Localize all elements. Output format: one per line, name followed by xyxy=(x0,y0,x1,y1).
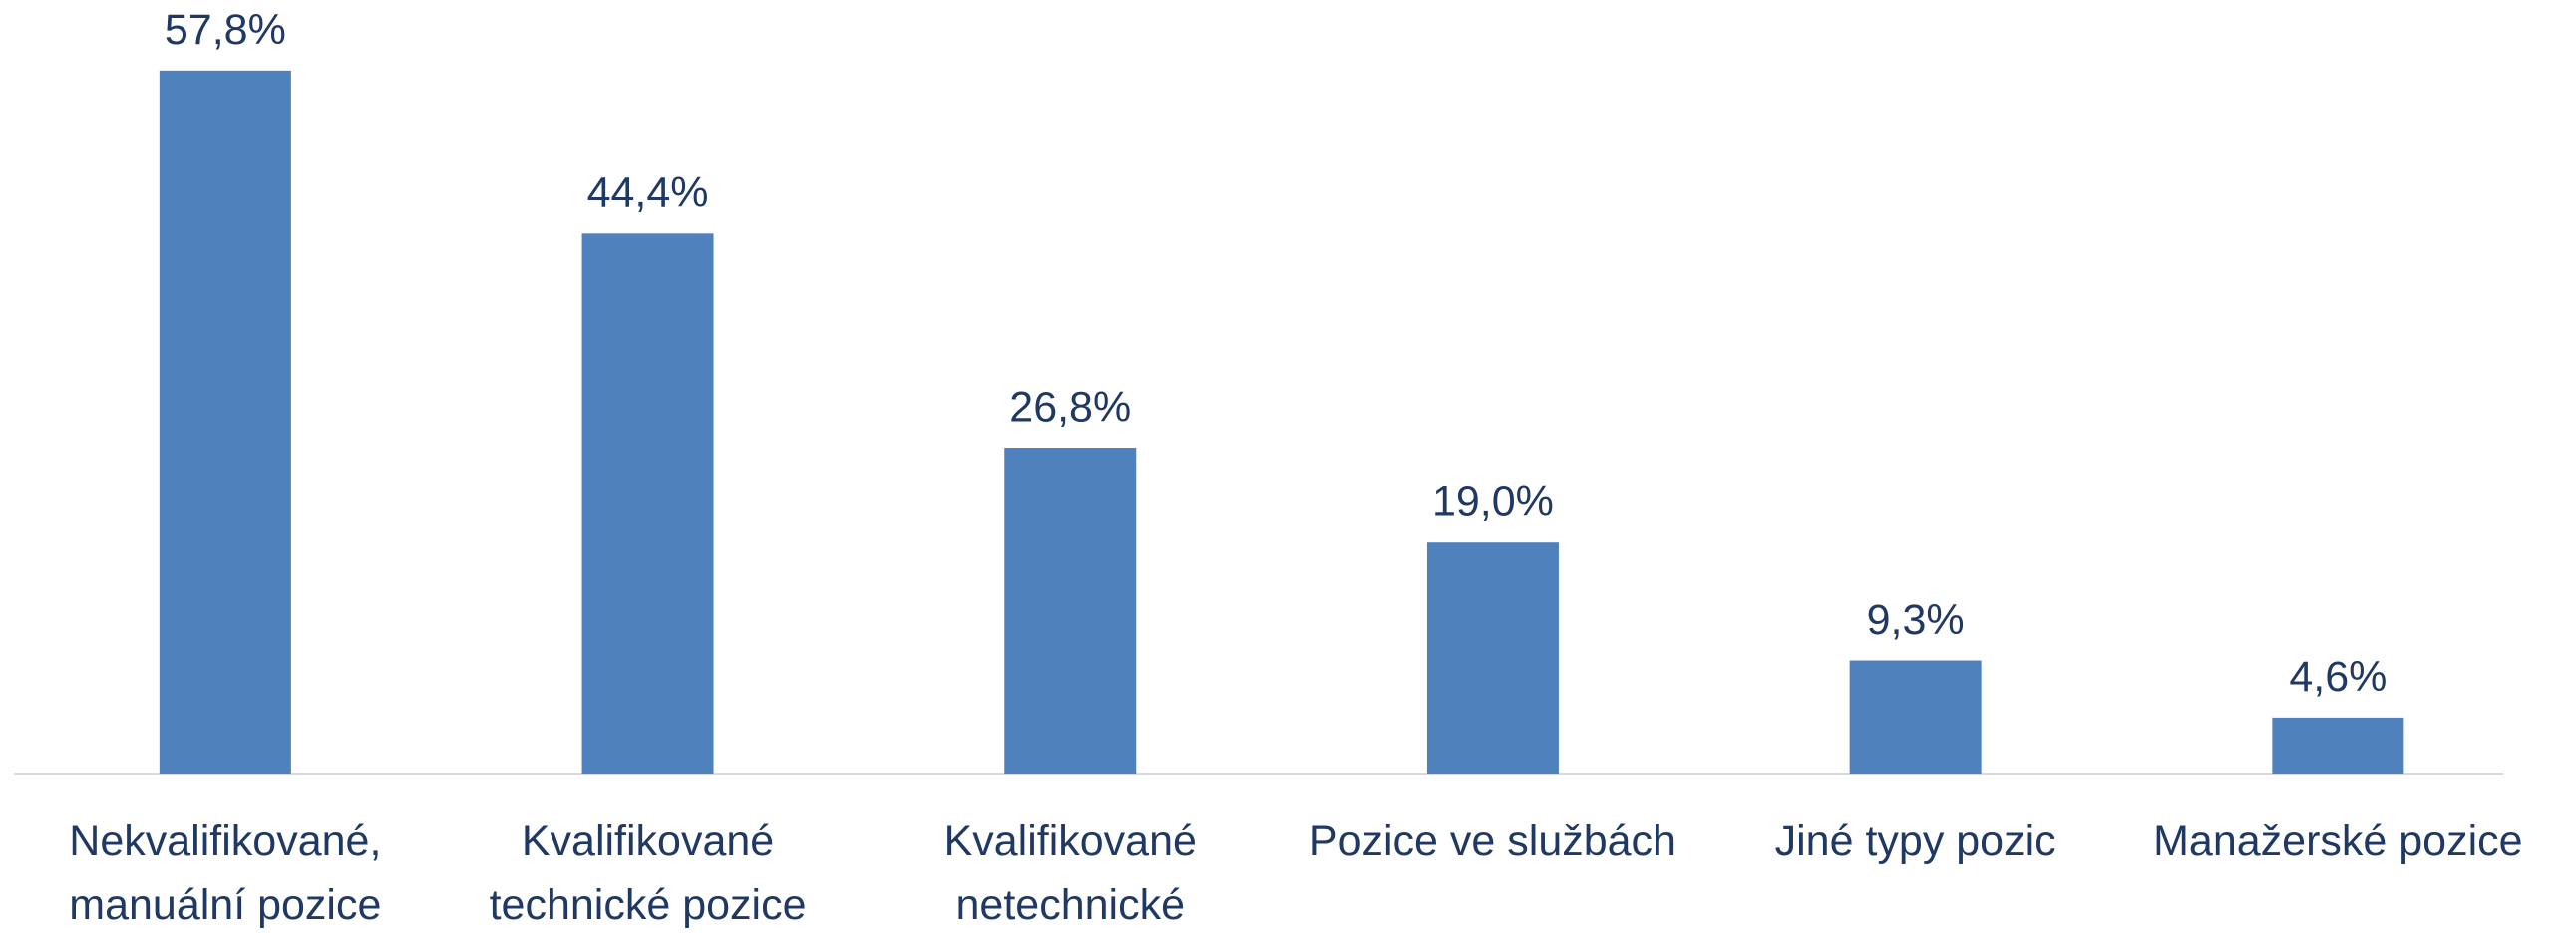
value-label: 26,8% xyxy=(1009,383,1131,431)
value-label: 4,6% xyxy=(2289,653,2387,701)
bar xyxy=(581,233,714,774)
x-tick-label: Nekvalifikované, manuální pozice xyxy=(69,817,382,929)
bar xyxy=(1849,660,1982,774)
x-tick-label: Kvalifikované technické pozice xyxy=(489,817,807,929)
value-label: 57,8% xyxy=(165,6,286,54)
value-label: 19,0% xyxy=(1432,478,1554,526)
bar xyxy=(1426,542,1559,774)
value-label: 9,3% xyxy=(1867,596,1965,644)
value-label: 44,4% xyxy=(587,169,709,217)
x-tick-label: Kvalifikované netechnické xyxy=(943,817,1197,929)
bar xyxy=(1004,448,1137,774)
x-tick-label: Manažerské pozice xyxy=(2153,817,2523,865)
bar xyxy=(159,70,291,775)
x-tick-label: Pozice ve službách xyxy=(1308,817,1676,865)
bar xyxy=(2272,717,2404,774)
x-tick-label: Jiné typy pozic xyxy=(1774,817,2056,865)
